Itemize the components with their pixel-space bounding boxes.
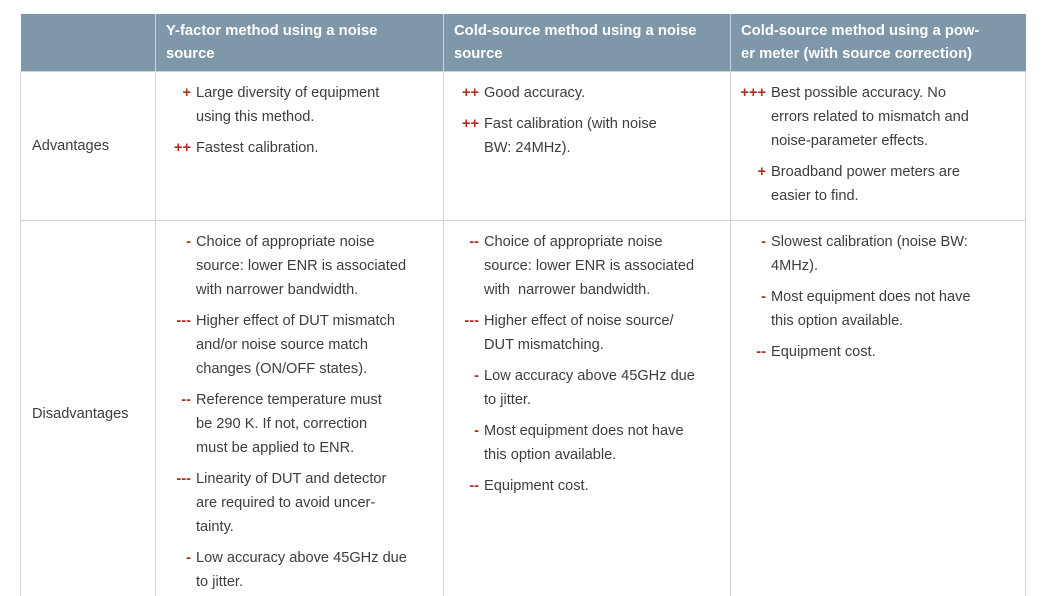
item-list: ++ Good accuracy. ++ Fast calibration (w… [445, 73, 729, 171]
disadvantages-row: Disadvantages - Choice of appropriate no… [20, 220, 1026, 596]
method-comparison-table: Y-factor method using a noise source Col… [20, 14, 1026, 596]
rating-marker: --- [464, 313, 479, 329]
rating-marker: ++ [461, 85, 479, 101]
list-item: +++ Best possible accuracy. No errors re… [734, 81, 1018, 153]
item-text: Best possible accuracy. No errors relate… [771, 85, 969, 149]
list-item: - Most equipment does not have this opti… [734, 285, 1018, 333]
item-text: Equipment cost. [484, 478, 589, 494]
rating-marker: +++ [740, 85, 766, 101]
list-item: -- Choice of appropriate noise source: l… [447, 230, 723, 302]
row-label-advantages: Advantages [20, 71, 156, 221]
item-text: Choice of appropriate noise source: lowe… [196, 234, 407, 298]
list-item: - Choice of appropriate noise source: lo… [159, 230, 436, 302]
header-row: Y-factor method using a noise source Col… [20, 14, 1026, 72]
list-item: ++ Fast calibration (with noise BW: 24MH… [447, 112, 723, 160]
rating-marker: --- [176, 471, 191, 487]
item-list: - Slowest calibration (noise BW: 4MHz). … [732, 222, 1024, 375]
column-header-y-factor: Y-factor method using a noise source [155, 14, 444, 72]
item-list: -- Choice of appropriate noise source: l… [445, 222, 729, 509]
rating-marker: -- [469, 234, 479, 250]
rating-marker: - [474, 368, 479, 384]
list-item: -- Equipment cost. [734, 340, 1018, 364]
item-text: Low accuracy above 45GHz due to jitter. [484, 368, 695, 408]
rating-marker: - [761, 289, 766, 305]
item-text: Equipment cost. [771, 344, 876, 360]
list-item: - Low accuracy above 45GHz due to jitter… [447, 364, 723, 412]
rating-marker: ++ [461, 116, 479, 132]
disadvantages-y-factor-cell: - Choice of appropriate noise source: lo… [155, 220, 444, 596]
advantages-row: Advantages + Large diversity of equipmen… [20, 71, 1026, 221]
list-item: -- Equipment cost. [447, 474, 723, 498]
list-item: --- Linearity of DUT and detector are re… [159, 467, 436, 539]
list-item: - Low accuracy above 45GHz due to jitter… [159, 546, 436, 594]
list-item: - Most equipment does not have this opti… [447, 419, 723, 467]
item-list: - Choice of appropriate noise source: lo… [157, 222, 442, 596]
list-item: --- Higher effect of DUT mismatch and/or… [159, 309, 436, 381]
item-text: Slowest calibration (noise BW: 4MHz). [771, 234, 968, 274]
list-item: ++ Good accuracy. [447, 81, 723, 105]
corner-header-cell [20, 14, 156, 72]
item-text: Most equipment does not have this option… [771, 289, 971, 329]
rating-marker: -- [469, 478, 479, 494]
list-item: + Large diversity of equipment using thi… [159, 81, 436, 129]
item-text: Higher effect of noise source/ DUT misma… [484, 313, 674, 353]
item-text: Reference temperature must be 290 K. If … [196, 392, 382, 456]
rating-marker: -- [181, 392, 191, 408]
advantages-cold-source-power-meter-cell: +++ Best possible accuracy. No errors re… [730, 71, 1026, 221]
rating-marker: ++ [173, 140, 191, 156]
item-text: Fastest calibration. [196, 140, 319, 156]
disadvantages-cold-source-power-meter-cell: - Slowest calibration (noise BW: 4MHz). … [730, 220, 1026, 596]
list-item: ++ Fastest calibration. [159, 136, 436, 160]
item-text: Low accuracy above 45GHz due to jitter. [196, 550, 407, 590]
rating-marker: + [757, 164, 766, 180]
item-text: Higher effect of DUT mismatch and/or noi… [196, 313, 395, 377]
table-body: Advantages + Large diversity of equipmen… [20, 71, 1026, 596]
list-item: - Slowest calibration (noise BW: 4MHz). [734, 230, 1018, 278]
column-header-cold-source-power-meter: Cold-source method using a pow- er meter… [730, 14, 1026, 72]
item-text: Most equipment does not have this option… [484, 423, 684, 463]
item-list: +++ Best possible accuracy. No errors re… [732, 73, 1024, 219]
item-text: Choice of appropriate noise source: lowe… [484, 234, 695, 298]
item-text: Good accuracy. [484, 85, 586, 101]
table-header: Y-factor method using a noise source Col… [20, 14, 1026, 72]
column-header-cold-source-noise: Cold-source method using a noise source [443, 14, 731, 72]
rating-marker: -- [756, 344, 766, 360]
rating-marker: - [186, 234, 191, 250]
disadvantages-cold-source-noise-cell: -- Choice of appropriate noise source: l… [443, 220, 731, 596]
advantages-cold-source-noise-cell: ++ Good accuracy. ++ Fast calibration (w… [443, 71, 731, 221]
rating-marker: + [182, 85, 191, 101]
rating-marker: - [186, 550, 191, 566]
list-item: -- Reference temperature must be 290 K. … [159, 388, 436, 460]
item-text: Broadband power meters are easier to fin… [771, 164, 961, 204]
rating-marker: --- [176, 313, 191, 329]
item-text: Linearity of DUT and detector are requir… [196, 471, 387, 535]
rating-marker: - [761, 234, 766, 250]
advantages-y-factor-cell: + Large diversity of equipment using thi… [155, 71, 444, 221]
rating-marker: - [474, 423, 479, 439]
row-label-disadvantages: Disadvantages [20, 220, 156, 596]
item-text: Fast calibration (with noise BW: 24MHz). [484, 116, 657, 156]
list-item: --- Higher effect of noise source/ DUT m… [447, 309, 723, 357]
list-item: + Broadband power meters are easier to f… [734, 160, 1018, 208]
item-list: + Large diversity of equipment using thi… [157, 73, 442, 171]
item-text: Large diversity of equipment using this … [196, 85, 380, 125]
